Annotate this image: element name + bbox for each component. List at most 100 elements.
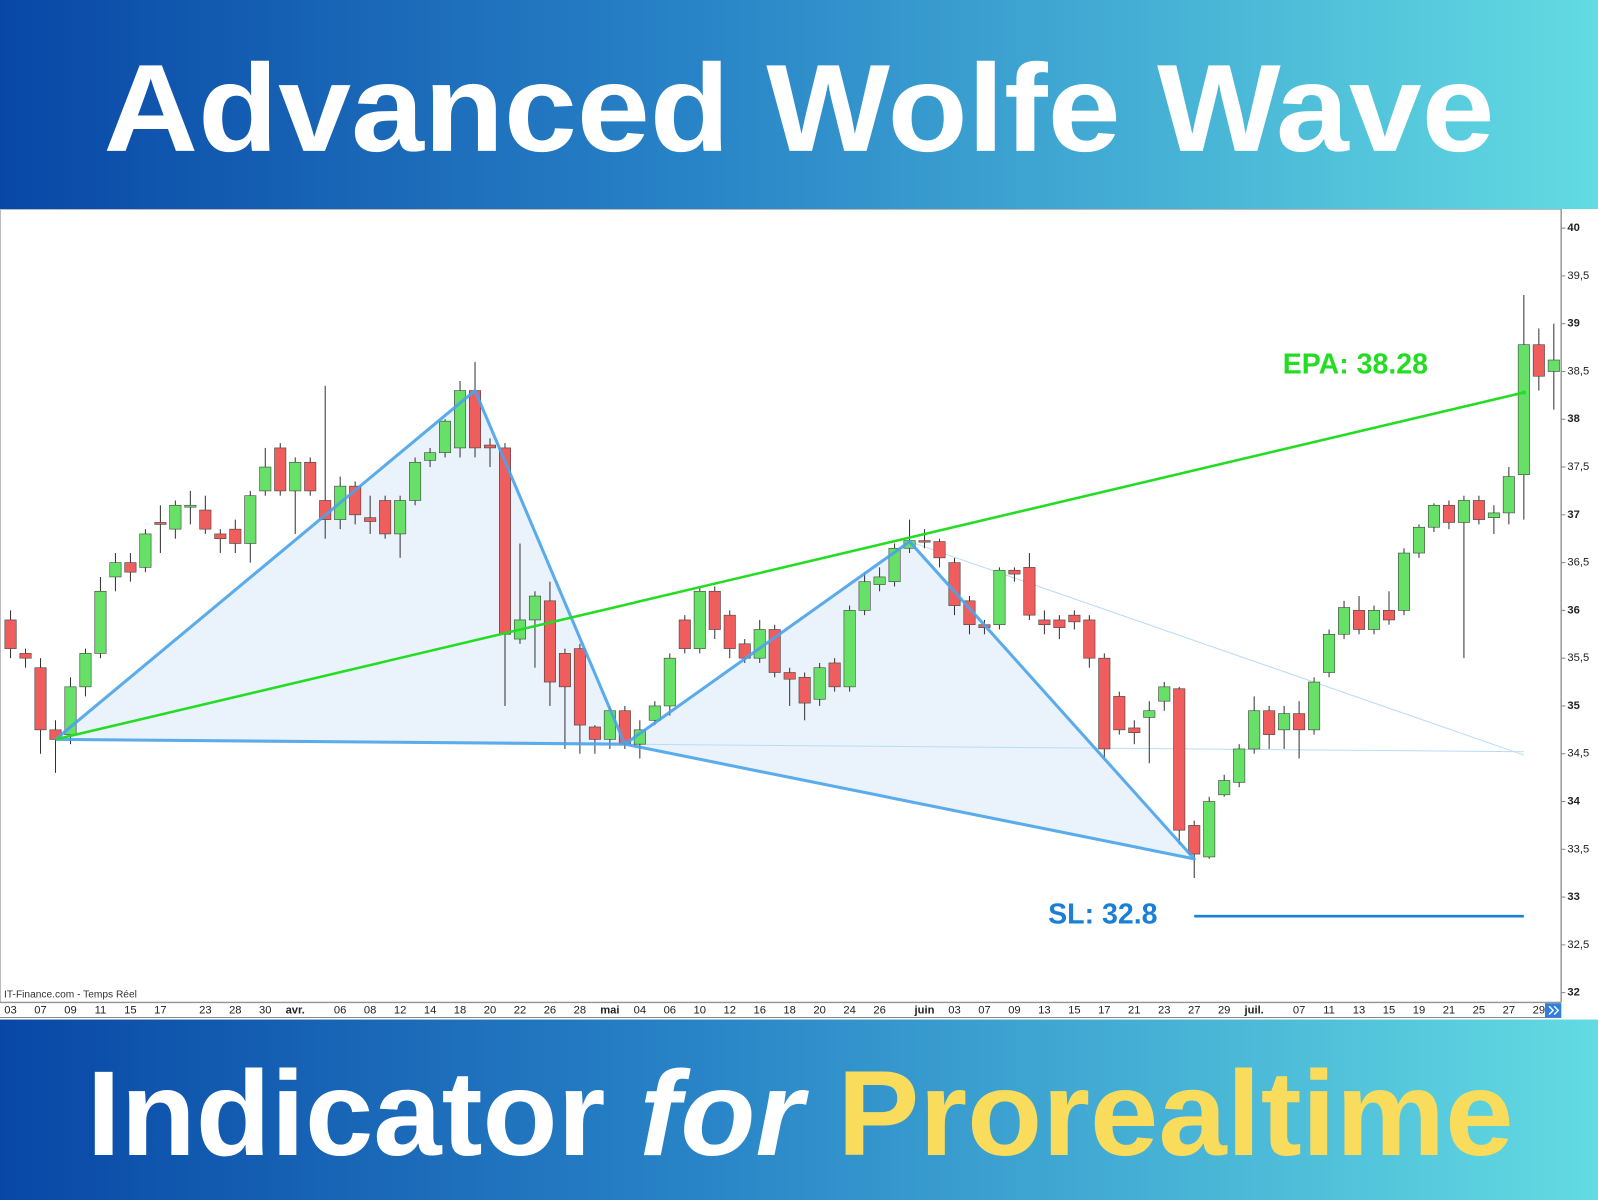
- y-tick-label: 35: [1567, 700, 1579, 712]
- candle-body: [1173, 688, 1186, 831]
- x-tick-label: 06: [664, 1004, 676, 1016]
- candle-body: [768, 629, 781, 673]
- x-tick-label: 09: [1008, 1004, 1020, 1016]
- candle-body: [1517, 344, 1530, 475]
- x-tick-label: 25: [1473, 1004, 1485, 1016]
- x-tick-label: 30: [259, 1004, 271, 1016]
- x-tick-label: 20: [813, 1004, 825, 1016]
- y-tick-label: 39: [1567, 318, 1579, 330]
- y-tick-label: 37: [1567, 509, 1579, 521]
- candle-body: [1143, 710, 1156, 718]
- candle-body: [813, 667, 826, 700]
- x-tick-label: 18: [783, 1004, 795, 1016]
- candle-body: [828, 662, 841, 688]
- x-tick-label: 06: [334, 1004, 346, 1016]
- candle-body: [1068, 614, 1081, 623]
- candle-body: [1188, 825, 1201, 855]
- wave-fill: [55, 390, 625, 745]
- footer-word: for: [640, 1047, 810, 1181]
- x-tick-label: 29: [1218, 1004, 1230, 1016]
- scroll-icon: [1548, 1005, 1560, 1015]
- x-tick-label: 28: [574, 1004, 586, 1016]
- y-tick-label: 38: [1567, 413, 1579, 425]
- chart: 40 39,5 39 38,5 38 37,5 37 36,5 36 35,5 35 34,5 34 33…: [0, 209, 1589, 1019]
- candle-body: [1248, 710, 1261, 750]
- candle-body: [1038, 619, 1051, 626]
- candle-body: [124, 562, 137, 573]
- candle-body: [34, 667, 47, 731]
- candle-body: [843, 610, 856, 688]
- x-tick-label: juin: [914, 1004, 935, 1016]
- candle-body: [1023, 567, 1036, 616]
- candle-body: [993, 569, 1006, 626]
- candle-body: [4, 619, 17, 649]
- y-tick-label: 37,5: [1567, 461, 1589, 473]
- candle-body: [484, 444, 497, 449]
- candle-body: [933, 541, 946, 559]
- candle-body: [1532, 344, 1545, 377]
- stop-label: SL: 32.8: [1048, 899, 1157, 931]
- candle-body: [708, 590, 721, 630]
- candle-body: [1323, 633, 1336, 673]
- candle-body: [139, 533, 152, 568]
- y-tick-label: 34,5: [1567, 748, 1589, 760]
- x-tick-label: 03: [4, 1004, 16, 1016]
- y-tick-label: 33,5: [1567, 843, 1589, 855]
- candle-body: [1293, 713, 1306, 731]
- candle-body: [1487, 512, 1500, 518]
- x-tick-label: 12: [394, 1004, 406, 1016]
- candle-body: [169, 504, 182, 530]
- x-tick-label: 23: [199, 1004, 211, 1016]
- x-tick-label: 09: [64, 1004, 76, 1016]
- y-tick-label: 33: [1567, 891, 1579, 903]
- wave-line: [623, 540, 1196, 861]
- x-tick-label: 17: [1098, 1004, 1110, 1016]
- candle-body: [229, 528, 242, 544]
- wave-extension-2-4: [909, 541, 1525, 756]
- y-tick-label: 36: [1567, 604, 1579, 616]
- footer-word: Indicator: [87, 1047, 606, 1181]
- x-tick-label: 15: [1383, 1004, 1395, 1016]
- x-tick-label: 11: [95, 1004, 107, 1016]
- candle-body: [1442, 504, 1455, 523]
- x-tick-label: mai: [600, 1004, 619, 1016]
- header-title: Advanced Wolfe Wave: [103, 39, 1494, 178]
- wave-extension-1-3: [624, 743, 1524, 753]
- x-tick-label: 07: [978, 1004, 990, 1016]
- x-tick-label: 23: [1158, 1004, 1170, 1016]
- wave-line: [54, 389, 627, 746]
- x-tick-label: avr.: [286, 1004, 305, 1016]
- x-tick-label: 24: [843, 1004, 855, 1016]
- candle-body: [1053, 619, 1066, 628]
- x-tick-label: 13: [1353, 1004, 1365, 1016]
- x-tick-label: 27: [1188, 1004, 1200, 1016]
- candle-body: [349, 485, 362, 516]
- candle-body: [1457, 500, 1470, 523]
- candle-body: [1383, 610, 1396, 621]
- x-tick-label: 15: [1068, 1004, 1080, 1016]
- x-tick-label: 17: [154, 1004, 166, 1016]
- candle-body: [1008, 569, 1021, 575]
- candle-body: [723, 614, 736, 649]
- x-tick-label: 13: [1038, 1004, 1050, 1016]
- candle-body: [79, 653, 92, 688]
- x-tick-label: 10: [694, 1004, 706, 1016]
- x-tick-label: 14: [424, 1004, 436, 1016]
- candle-body: [1263, 710, 1276, 735]
- candle-body: [1158, 686, 1171, 702]
- x-tick-label: 26: [873, 1004, 885, 1016]
- candle-body: [1338, 607, 1351, 635]
- candle-body: [1098, 657, 1111, 750]
- candle-body: [558, 653, 571, 688]
- candle-body: [394, 500, 407, 535]
- candle-body: [918, 540, 931, 543]
- x-tick-label: juil.: [1244, 1004, 1264, 1016]
- candle-body: [1412, 526, 1425, 554]
- candle-body: [289, 461, 302, 492]
- candle-body: [543, 600, 556, 683]
- y-tick-label: 32,5: [1567, 939, 1589, 951]
- candle-body: [364, 517, 377, 522]
- candle-body: [1113, 696, 1126, 731]
- footer-band: [0, 1019, 1598, 1200]
